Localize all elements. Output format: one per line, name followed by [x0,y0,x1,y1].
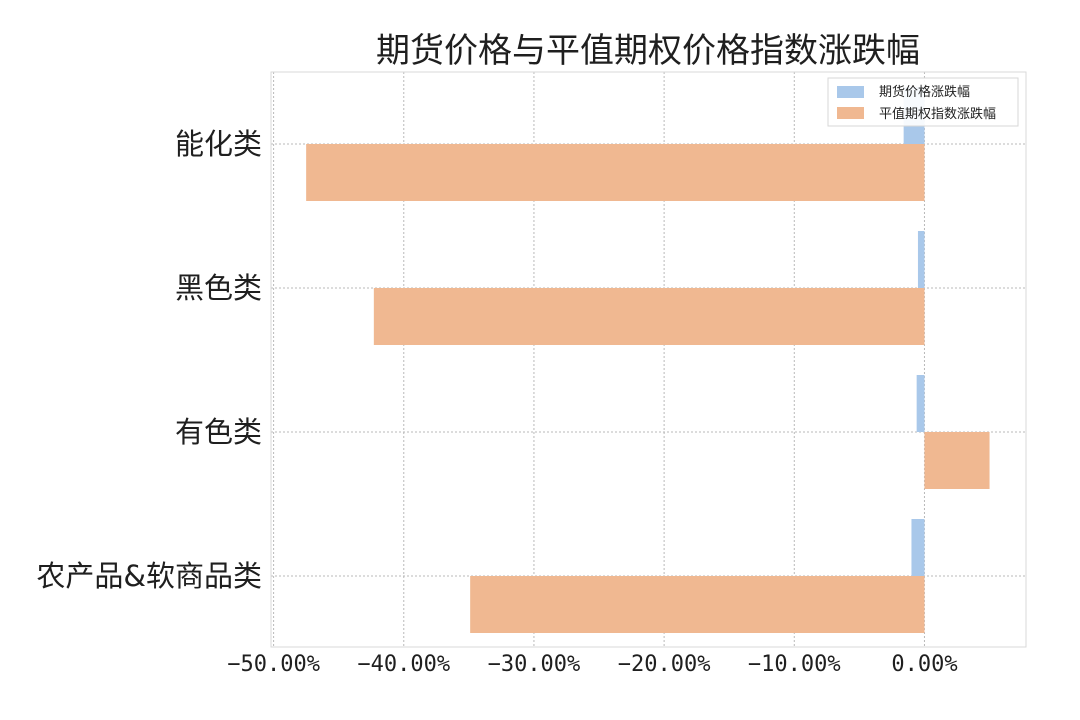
x-axis-labels: −50.00% −40.00% −30.00% −20.00% −10.00% 0.00% [227,652,957,677]
futures-bar [911,519,925,576]
y-tick-label: 有色类 [175,415,262,449]
y-tick-label: 农产品&软商品类 [36,559,262,593]
chart-title: 期货价格与平值期权价格指数涨跌幅 [376,31,920,71]
options-index-bar [470,576,925,633]
y-tick-label: 黑色类 [175,271,262,305]
legend-label-futures: 期货价格涨跌幅 [879,84,970,100]
options-index-bar [924,432,990,489]
options-index-bar [306,144,925,201]
legend-swatch-options-index [837,107,864,119]
futures-bar [916,375,925,432]
plot-frame [270,71,1027,648]
legend-label-options-index: 平值期权指数涨跌幅 [879,106,996,122]
y-tick-label: 能化类 [175,127,262,161]
x-tick-label: 0.00% [891,652,957,677]
x-tick-label: −10.00% [748,652,841,677]
x-tick-label: −30.00% [488,652,581,677]
legend: 期货价格涨跌幅 平值期权指数涨跌幅 [827,77,1019,127]
x-tick-label: −20.00% [618,652,711,677]
legend-swatch-futures [837,86,864,98]
options-index-bar [373,288,925,345]
x-tick-label: −50.00% [227,652,320,677]
futures-bar [917,231,925,288]
x-tick-label: −40.00% [357,652,450,677]
bars-layer [306,87,990,633]
